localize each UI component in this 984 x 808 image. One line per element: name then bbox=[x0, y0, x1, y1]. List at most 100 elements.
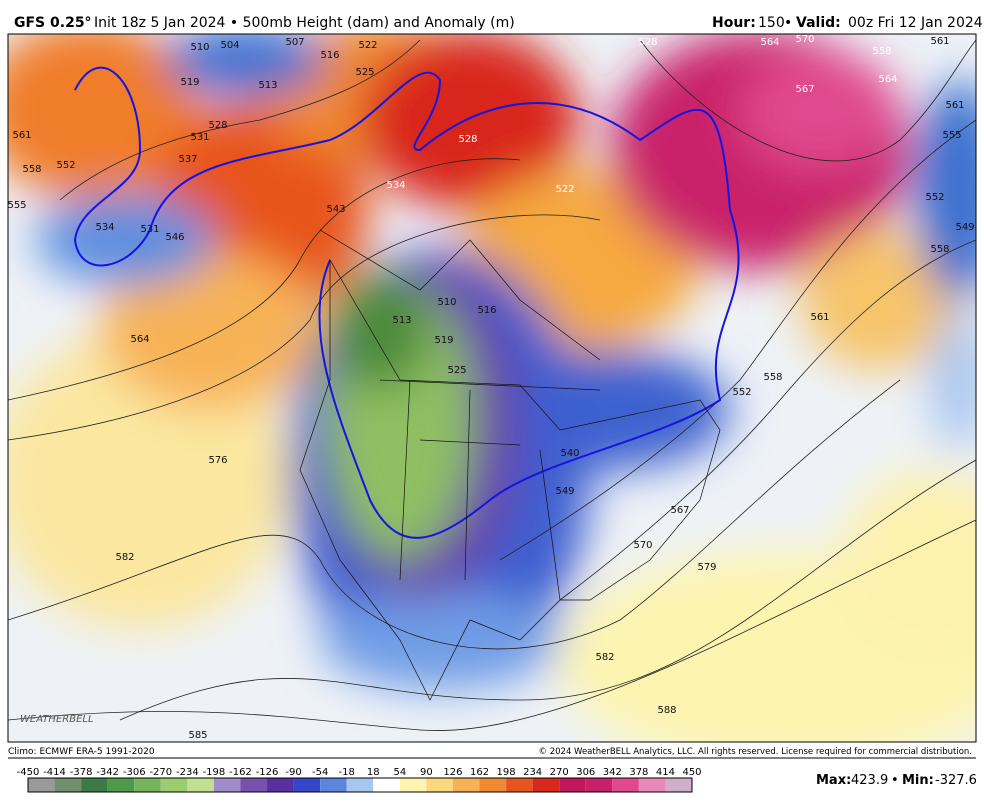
colorbar-cell bbox=[506, 778, 533, 792]
colorbar-cell bbox=[240, 778, 268, 792]
subtitle: Init 18z 5 Jan 2024 • 500mb Height (dam)… bbox=[94, 15, 515, 31]
colorbar-cell bbox=[134, 778, 161, 792]
colorbar-cell bbox=[479, 778, 507, 792]
contour-label: 525 bbox=[447, 365, 466, 376]
colorbar-tick-label: 90 bbox=[420, 767, 433, 778]
valid: 00z Fri 12 Jan 2024 bbox=[848, 15, 983, 31]
contour-label: 549 bbox=[955, 222, 974, 233]
colorbar-frame bbox=[27, 777, 693, 793]
contour-label: 504 bbox=[220, 40, 239, 51]
contour-label: 552 bbox=[56, 160, 75, 171]
contour-label: 564 bbox=[130, 334, 149, 345]
contour-label: 525 bbox=[355, 67, 374, 78]
map-frame bbox=[7, 33, 977, 743]
min-label: Min: bbox=[902, 773, 934, 788]
contour-label: 543 bbox=[326, 204, 345, 215]
contour-label: 522 bbox=[555, 184, 574, 195]
max: 423.9 bbox=[851, 773, 888, 788]
contour-label: 528 bbox=[458, 134, 477, 145]
colorbar-cell bbox=[559, 778, 586, 792]
colorbar-tick-label: -306 bbox=[123, 767, 146, 778]
contour-label: 555 bbox=[7, 200, 26, 211]
contour-label: 516 bbox=[477, 305, 496, 316]
contour-label: 519 bbox=[180, 77, 199, 88]
min: -327.6 bbox=[935, 773, 977, 788]
borders bbox=[299, 229, 721, 701]
colorbar: -450 -414 -378 -342 -306 -270 -234 -198 -162 -126… bbox=[17, 767, 702, 793]
contour-label: 558 bbox=[872, 46, 891, 57]
contour-label: 570 bbox=[795, 34, 814, 45]
contour-label: 582 bbox=[595, 652, 614, 663]
colorbar-tick-label: 126 bbox=[443, 767, 462, 778]
contour-label: 588 bbox=[657, 705, 676, 716]
contour-label: 513 bbox=[392, 315, 411, 326]
contour-label: 537 bbox=[178, 154, 197, 165]
colorbar-tick-label: -198 bbox=[203, 767, 226, 778]
colorbar-tick-label: 450 bbox=[682, 767, 701, 778]
colorbar-tick-label: -162 bbox=[229, 767, 252, 778]
colorbar-tick-label: 162 bbox=[470, 767, 489, 778]
height-contours bbox=[8, 39, 976, 731]
colorbar-tick-label: 270 bbox=[550, 767, 569, 778]
colorbar-tick-label: 234 bbox=[523, 767, 542, 778]
colorbar-cell bbox=[399, 778, 427, 792]
colorbar-tick-label: -414 bbox=[43, 767, 66, 778]
contour-label: 579 bbox=[697, 562, 716, 573]
colorbar-tick-label: 198 bbox=[497, 767, 516, 778]
valid-label: Valid: bbox=[796, 15, 841, 31]
colorbar-cell bbox=[28, 778, 55, 792]
map bbox=[8, 34, 976, 742]
separator: • bbox=[784, 15, 792, 31]
hour: 150 bbox=[758, 15, 785, 31]
colorbar-tick-label: 18 bbox=[367, 767, 380, 778]
colorbar-cell bbox=[187, 778, 214, 792]
colorbar-tick-label: 54 bbox=[393, 767, 406, 778]
contour-label: 510 bbox=[437, 297, 456, 308]
contour-label: 522 bbox=[358, 40, 377, 51]
contour-label: 570 bbox=[633, 540, 652, 551]
contour-label: 531 bbox=[190, 132, 209, 143]
colorbar-tick-label: -270 bbox=[149, 767, 172, 778]
contour-label: 582 bbox=[115, 552, 134, 563]
colorbar-tick-label: -234 bbox=[176, 767, 199, 778]
colorbar-cell bbox=[54, 778, 82, 792]
contour-label: 564 bbox=[760, 37, 779, 48]
552-contour bbox=[73, 66, 740, 539]
contour-label: 534 bbox=[95, 222, 114, 233]
contour-label: 561 bbox=[930, 36, 949, 47]
colorbar-cell bbox=[452, 778, 480, 792]
contour-label: 564 bbox=[878, 74, 897, 85]
colorbar-cell bbox=[612, 778, 639, 792]
hour-label: Hour: bbox=[712, 15, 756, 31]
colorbar-tick-label: -90 bbox=[285, 767, 301, 778]
model: GFS 0.25° bbox=[14, 15, 92, 31]
contour-label: 585 bbox=[188, 730, 207, 741]
colorbar-cell bbox=[81, 778, 108, 792]
contour-label: 531 bbox=[140, 224, 159, 235]
contour-label: 516 bbox=[320, 50, 339, 61]
contour-label: 576 bbox=[208, 455, 227, 466]
contour-label: 558 bbox=[22, 164, 41, 175]
contour-label: 528 bbox=[208, 120, 227, 131]
max-label: Max: bbox=[816, 773, 851, 788]
colorbar-cell bbox=[346, 778, 374, 792]
colorbar-cell bbox=[585, 778, 613, 792]
contour-label: 558 bbox=[763, 372, 782, 383]
contour-label: 519 bbox=[434, 335, 453, 346]
colorbar-cell bbox=[293, 778, 321, 792]
climo: Climo: ECMWF ERA-5 1991-2020 bbox=[8, 747, 155, 757]
contour-label: 546 bbox=[165, 232, 184, 243]
contour-label: 561 bbox=[12, 130, 31, 141]
contour-label: 528 bbox=[638, 37, 657, 48]
contour-label: 561 bbox=[810, 312, 829, 323]
colorbar-cell bbox=[638, 778, 666, 792]
contour-label: 555 bbox=[942, 130, 961, 141]
contour-label: 567 bbox=[795, 84, 814, 95]
contour-label: 549 bbox=[555, 486, 574, 497]
colorbar-cell bbox=[373, 778, 400, 792]
contour-label: 540 bbox=[560, 448, 579, 459]
colorbar-tick-label: -450 bbox=[17, 767, 40, 778]
